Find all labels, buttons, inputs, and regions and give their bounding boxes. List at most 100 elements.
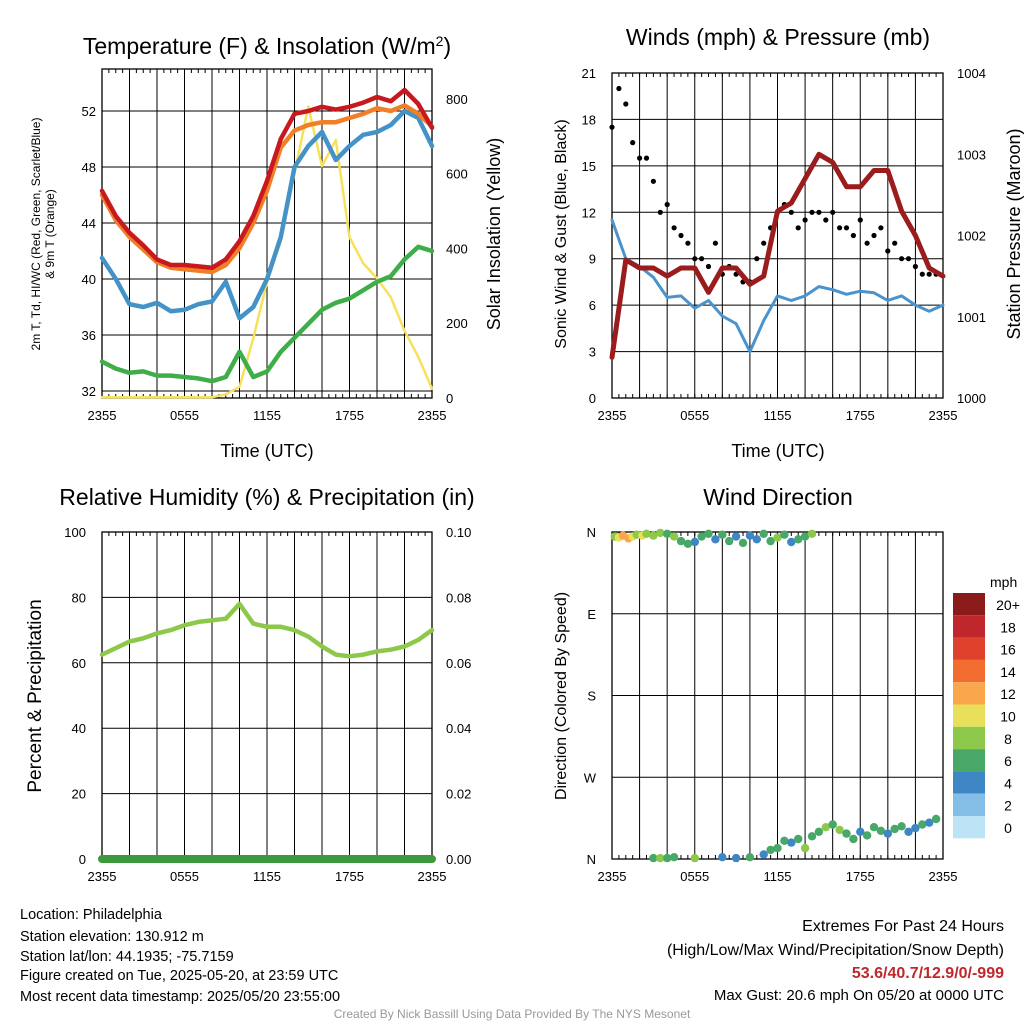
legend-swatch (953, 816, 985, 839)
direction-point (718, 530, 727, 539)
rh-y2tick-label: 0.10 (446, 525, 471, 540)
winds-frame (611, 72, 944, 399)
gust-point (899, 256, 905, 262)
winds-ytick-label: 3 (589, 345, 596, 360)
direction-point (642, 529, 651, 538)
direction-point (759, 850, 768, 859)
direction-point (766, 536, 775, 546)
pressure-line (609, 151, 946, 360)
rh-y2tick-label: 0.06 (446, 656, 471, 671)
temp-ytick-label: 48 (82, 160, 96, 175)
temp-series-line (99, 244, 435, 384)
direction-point (794, 535, 803, 544)
legend-label: 18 (1000, 619, 1016, 635)
temp-frame (101, 68, 433, 399)
gust-point (919, 271, 925, 277)
direction-point (904, 827, 913, 836)
wdir-xtick-label: 1755 (846, 869, 875, 884)
wdir-frame (611, 531, 944, 860)
rh-title: Relative Humidity (%) & Precipitation (i… (59, 484, 474, 510)
rh-ytick-label: 40 (72, 721, 86, 736)
gust-point (802, 217, 808, 223)
direction-point (794, 834, 803, 844)
gust-point (850, 232, 857, 239)
temp-ytick-label: 36 (82, 328, 96, 343)
rh-ytick-label: 20 (72, 787, 86, 802)
temp-y2tick-label: 200 (446, 316, 468, 331)
temp-ytick-label: 52 (82, 104, 96, 119)
winds-xtick-label: 2355 (929, 408, 958, 423)
temp-y2tick-label: 400 (446, 241, 468, 256)
temp-xtick-label: 2355 (418, 408, 447, 423)
winds-axes (611, 72, 944, 399)
legend-label: 14 (1000, 664, 1016, 680)
legend-label: 16 (1000, 642, 1016, 658)
direction-point (697, 532, 706, 541)
extremes-title: Extremes For Past 24 Hours (802, 918, 1004, 935)
temp-xtick-label: 0555 (170, 408, 199, 423)
rh-xtick-label: 1755 (335, 869, 364, 884)
temp-title-end: ) (443, 33, 451, 59)
winds-y2tick-label: 1002 (957, 229, 986, 244)
location-text: Location: Philadelphia (20, 907, 162, 923)
direction-point (663, 529, 672, 538)
temp-ytick-label: 44 (82, 216, 96, 231)
credit-text: Created By Nick Bassill Using Data Provi… (333, 1007, 691, 1021)
rh-axes (101, 531, 433, 860)
direction-point (780, 836, 789, 845)
direction-point (731, 532, 741, 541)
rh-ytick-label: 60 (72, 656, 86, 671)
direction-point (752, 535, 761, 544)
direction-point (780, 530, 789, 539)
winds-title: Winds (mph) & Pressure (mb) (626, 24, 930, 50)
gust-point (671, 225, 677, 231)
direction-point (787, 838, 796, 847)
wdir-ytick-label: W (584, 770, 597, 785)
temp-series-line (99, 87, 435, 271)
gust-point (885, 248, 891, 254)
direction-point (649, 853, 658, 863)
winds-ytick-label: 18 (582, 112, 596, 127)
direction-point (656, 528, 665, 538)
direction-point (814, 827, 824, 836)
temp-ytick-label: 32 (82, 384, 96, 399)
legend-label: 8 (1004, 731, 1012, 747)
wdir-xtick-label: 1155 (764, 869, 792, 884)
gust-point (609, 124, 615, 130)
gust-point (657, 209, 663, 215)
direction-point (835, 825, 844, 835)
winds-ylabel: Sonic Wind & Gust (Blue, Black) (553, 119, 570, 348)
legend-swatch (953, 615, 985, 638)
recent-text: Most recent data timestamp: 2025/05/20 2… (20, 989, 341, 1005)
gust-point (912, 263, 919, 270)
direction-point (931, 814, 941, 824)
direction-point (862, 831, 872, 840)
rh-ytick-label: 0 (79, 852, 86, 867)
extremes-subtitle: (High/Low/Max Wind/Precipitation/Snow De… (666, 942, 1004, 959)
winds-ytick-label: 9 (589, 252, 596, 267)
direction-point (669, 532, 679, 541)
winds-ytick-label: 12 (582, 205, 596, 220)
winds-xtick-label: 1155 (764, 408, 792, 423)
gust-point (643, 155, 650, 161)
legend-swatch (953, 726, 985, 750)
direction-point (800, 532, 810, 541)
direction-point (773, 533, 782, 542)
gust-point (905, 256, 912, 262)
gust-point (926, 271, 932, 277)
gust-point (843, 225, 850, 231)
wind-speed-line (610, 218, 945, 354)
winds-y2tick-label: 1000 (957, 391, 986, 406)
wdir-title: Wind Direction (703, 484, 853, 510)
gust-point (754, 256, 760, 262)
direction-point (883, 829, 892, 838)
gust-point (795, 225, 801, 231)
direction-point (773, 843, 782, 853)
direction-point (731, 853, 741, 863)
gust-point (692, 256, 698, 262)
direction-point (663, 853, 672, 863)
direction-point (676, 536, 686, 546)
winds-y2tick-label: 1004 (957, 66, 986, 81)
direction-point (828, 820, 837, 829)
